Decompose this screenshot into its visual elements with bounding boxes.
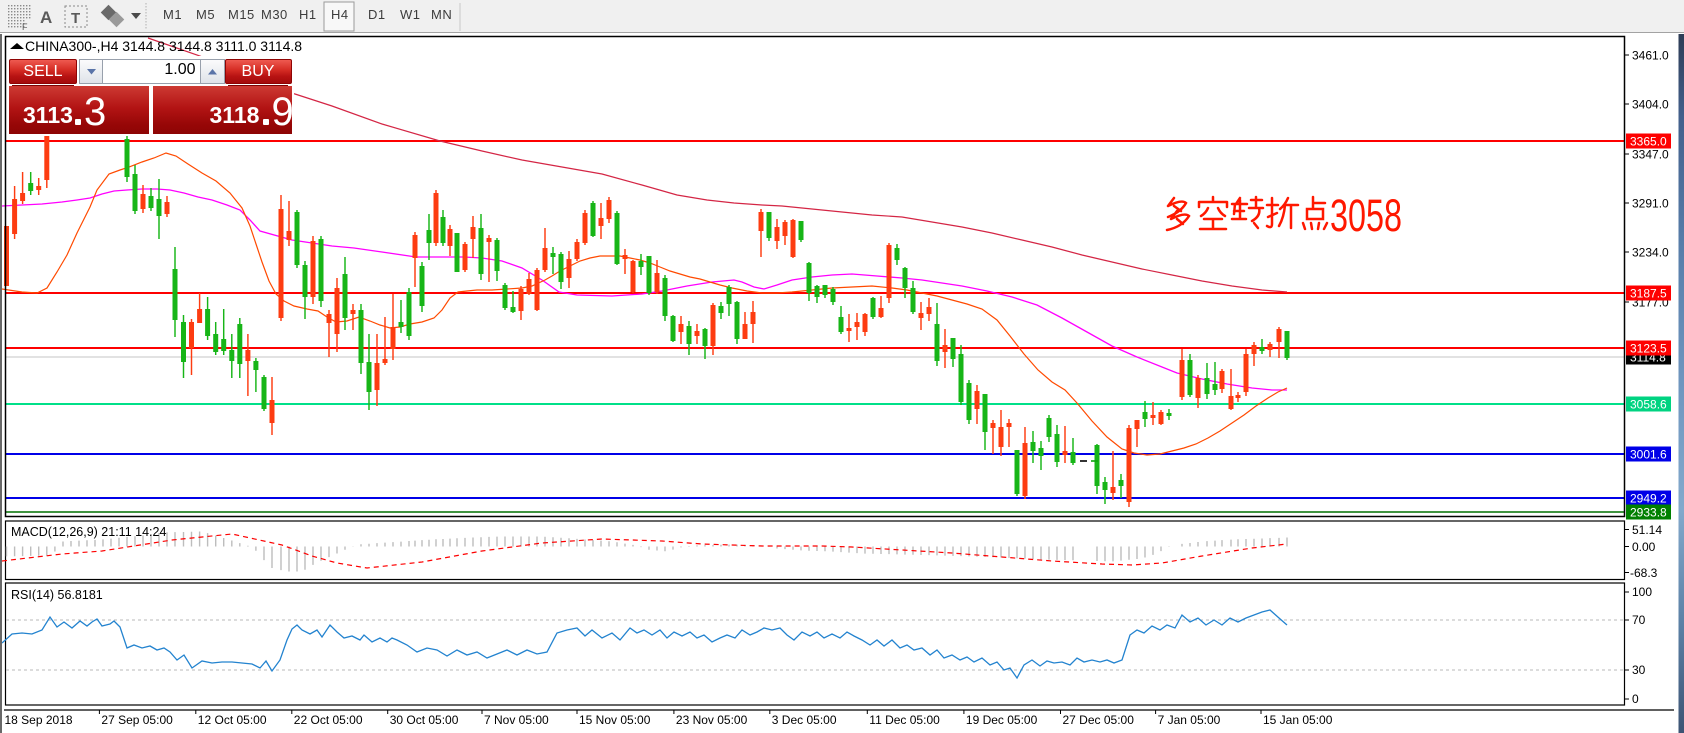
svg-text:2949.2: 2949.2 bbox=[1630, 492, 1667, 506]
svg-text:3347.0: 3347.0 bbox=[1632, 148, 1669, 162]
svg-text:3 Dec 05:00: 3 Dec 05:00 bbox=[772, 713, 837, 727]
svg-text:100: 100 bbox=[1632, 585, 1652, 599]
svg-text:A: A bbox=[40, 8, 52, 27]
svg-text:11 Dec 05:00: 11 Dec 05:00 bbox=[869, 713, 940, 727]
svg-text:3291.0: 3291.0 bbox=[1632, 197, 1669, 211]
svg-text:22 Oct 05:00: 22 Oct 05:00 bbox=[294, 713, 363, 727]
svg-text:F: F bbox=[22, 22, 28, 32]
svg-text:70: 70 bbox=[1632, 613, 1646, 627]
svg-text:3058: 3058 bbox=[1330, 190, 1402, 241]
svg-text:7 Jan 05:00: 7 Jan 05:00 bbox=[1158, 713, 1221, 727]
svg-text:MACD(12,26,9) 21:11 14:24: MACD(12,26,9) 21:11 14:24 bbox=[11, 525, 166, 539]
svg-text:30 Oct 05:00: 30 Oct 05:00 bbox=[390, 713, 459, 727]
svg-text:3404.0: 3404.0 bbox=[1632, 98, 1669, 112]
svg-text:3001.6: 3001.6 bbox=[1630, 448, 1667, 462]
svg-text:19 Dec 05:00: 19 Dec 05:00 bbox=[966, 713, 1038, 727]
svg-text:51.14: 51.14 bbox=[1632, 523, 1662, 537]
svg-text:T: T bbox=[71, 10, 80, 27]
svg-text:0: 0 bbox=[1632, 692, 1639, 706]
svg-text:0.00: 0.00 bbox=[1632, 540, 1656, 554]
svg-text:CHINA300-,H4 3144.8 3144.8 31: CHINA300-,H4 3144.8 3144.8 3111.0 3114.8 bbox=[25, 38, 302, 54]
svg-text:2933.8: 2933.8 bbox=[1630, 506, 1667, 520]
svg-text:27 Sep 05:00: 27 Sep 05:00 bbox=[101, 713, 173, 727]
svg-text:23 Nov 05:00: 23 Nov 05:00 bbox=[676, 713, 748, 727]
svg-text:30: 30 bbox=[1632, 663, 1646, 677]
svg-text:RSI(14) 56.8181: RSI(14) 56.8181 bbox=[11, 588, 103, 602]
svg-text:-68.3: -68.3 bbox=[1630, 566, 1658, 580]
svg-text:3058.6: 3058.6 bbox=[1630, 398, 1667, 412]
svg-text:3365.0: 3365.0 bbox=[1630, 135, 1667, 149]
svg-text:15 Nov 05:00: 15 Nov 05:00 bbox=[579, 713, 651, 727]
svg-text:12 Oct 05:00: 12 Oct 05:00 bbox=[198, 713, 267, 727]
svg-text:3123.5: 3123.5 bbox=[1630, 342, 1667, 356]
svg-text:15 Jan 05:00: 15 Jan 05:00 bbox=[1263, 713, 1333, 727]
svg-text:3187.5: 3187.5 bbox=[1630, 287, 1667, 301]
svg-text:27 Dec 05:00: 27 Dec 05:00 bbox=[1063, 713, 1135, 727]
svg-text:18 Sep 2018: 18 Sep 2018 bbox=[5, 713, 73, 727]
svg-text:3461.0: 3461.0 bbox=[1632, 49, 1669, 63]
svg-text:7 Nov 05:00: 7 Nov 05:00 bbox=[484, 713, 549, 727]
svg-text:3234.0: 3234.0 bbox=[1632, 246, 1669, 260]
